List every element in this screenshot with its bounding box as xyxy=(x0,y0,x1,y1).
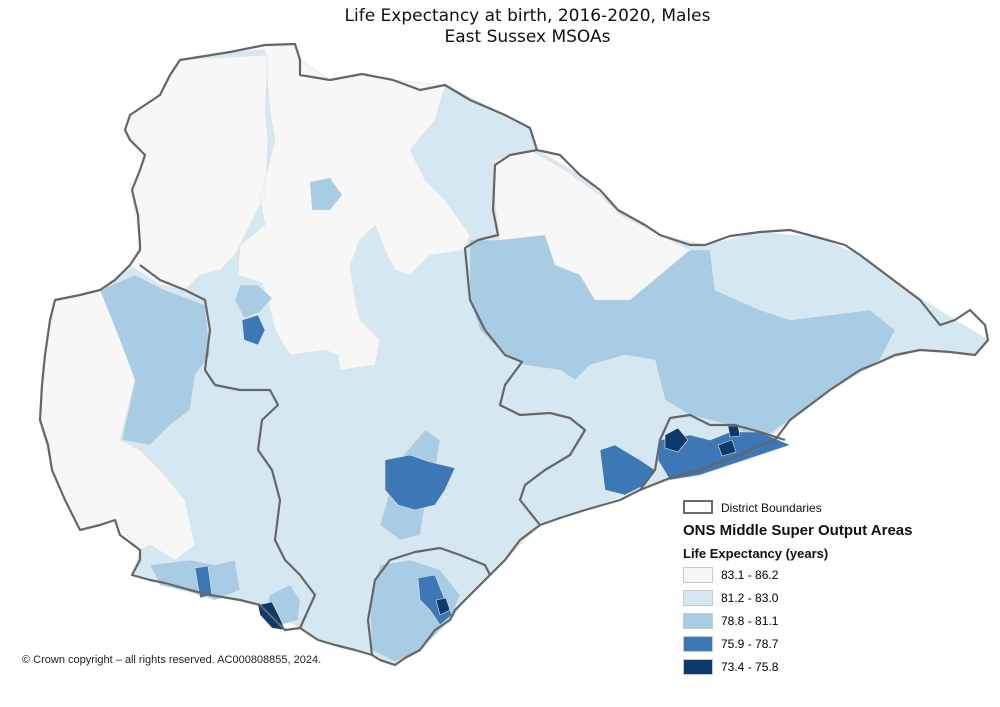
title-line-2: East Sussex MSOAs xyxy=(444,27,611,47)
legend-swatch xyxy=(683,659,713,675)
msoa-class-73-76-hastings3 xyxy=(727,425,741,438)
legend-swatch xyxy=(683,567,713,583)
msoa-class-76-79-hastings xyxy=(657,431,791,481)
msoa-class-79-81-west-small xyxy=(234,284,273,319)
legend-class-row: 83.1 - 86.2 xyxy=(683,567,843,585)
msoa-class-79-81-rother xyxy=(469,234,896,441)
legend-boundary-swatch xyxy=(683,500,713,514)
copyright-notice: © Crown copyright – all rights reserved.… xyxy=(22,654,322,666)
legend-class-row: 73.4 - 75.8 xyxy=(683,659,843,677)
boundary-rother-wealden xyxy=(463,148,587,526)
msoa-class-79-81-seaford xyxy=(149,559,241,601)
msoa-areas xyxy=(39,43,989,666)
legend-swatch xyxy=(683,590,713,606)
county-outline xyxy=(38,42,990,667)
legend-class-label: 81.2 - 83.0 xyxy=(721,591,779,605)
legend-areas-heading: ONS Middle Super Output Areas xyxy=(683,522,913,539)
boundary-hastings xyxy=(639,413,786,491)
msoa-class-73-76-hastings2 xyxy=(717,439,737,457)
legend-class-label: 83.1 - 86.2 xyxy=(721,568,779,582)
msoa-class-79-81-north-small xyxy=(309,177,343,211)
district-boundaries xyxy=(38,42,990,667)
boundary-lewes-wealden xyxy=(139,264,317,629)
msoa-class-76-79-hailsham xyxy=(384,454,456,511)
map-title: Life Expectancy at birth, 2016-2020, Mal… xyxy=(0,6,1000,48)
legend-class-label: 78.8 - 81.1 xyxy=(721,614,779,628)
legend-boundary-label: District Boundaries xyxy=(721,501,822,515)
title-line-1: Life Expectancy at birth, 2016-2020, Mal… xyxy=(344,6,711,26)
legend-class-row: 81.2 - 83.0 xyxy=(683,590,843,608)
boundary-eastbourne xyxy=(366,546,491,656)
msoa-class-73-76-hastings1 xyxy=(664,427,689,453)
legend-class-label: 75.9 - 78.7 xyxy=(721,637,779,651)
msoa-class-73-76-eastbourne xyxy=(435,597,451,616)
legend-le-heading: Life Expectancy (years) xyxy=(683,546,829,561)
msoa-class-79-81-lewes xyxy=(99,274,211,446)
msoa-class-76-79-west xyxy=(241,314,266,346)
legend-class-row: 75.9 - 78.7 xyxy=(683,636,843,654)
legend-swatch xyxy=(683,636,713,652)
legend-class-label: 73.4 - 75.8 xyxy=(721,660,779,674)
legend-class-row: 78.8 - 81.1 xyxy=(683,613,843,631)
legend-swatch xyxy=(683,613,713,629)
